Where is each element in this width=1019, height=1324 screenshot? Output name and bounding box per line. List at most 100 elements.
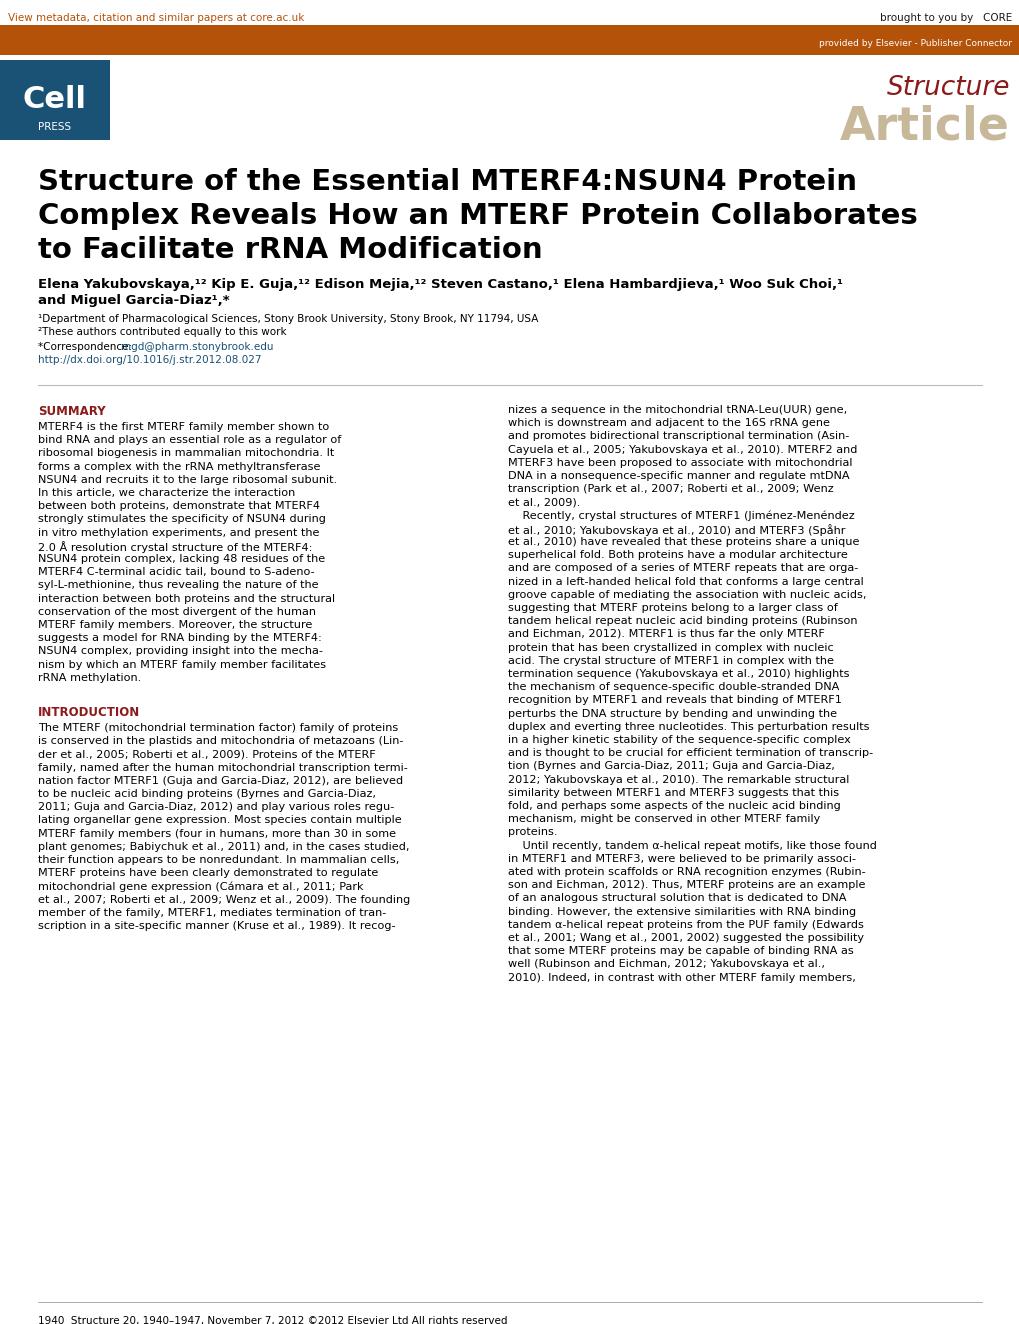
- Text: and promotes bidirectional transcriptional termination (Asin-: and promotes bidirectional transcription…: [507, 432, 849, 441]
- Text: 2010). Indeed, in contrast with other MTERF family members,: 2010). Indeed, in contrast with other MT…: [507, 973, 855, 982]
- Text: Until recently, tandem α-helical repeat motifs, like those found: Until recently, tandem α-helical repeat …: [507, 841, 876, 850]
- Text: recognition by MTERF1 and reveals that binding of MTERF1: recognition by MTERF1 and reveals that b…: [507, 695, 841, 706]
- Text: and Eichman, 2012). MTERF1 is thus far the only MTERF: and Eichman, 2012). MTERF1 is thus far t…: [507, 629, 824, 639]
- Text: member of the family, MTERF1, mediates termination of tran-: member of the family, MTERF1, mediates t…: [38, 908, 386, 918]
- Text: ribosomal biogenesis in mammalian mitochondria. It: ribosomal biogenesis in mammalian mitoch…: [38, 449, 334, 458]
- Text: well (Rubinson and Eichman, 2012; Yakubovskaya et al.,: well (Rubinson and Eichman, 2012; Yakubo…: [507, 960, 824, 969]
- Text: interaction between both proteins and the structural: interaction between both proteins and th…: [38, 593, 335, 604]
- Text: In this article, we characterize the interaction: In this article, we characterize the int…: [38, 489, 294, 498]
- Text: suggests a model for RNA binding by the MTERF4:: suggests a model for RNA binding by the …: [38, 633, 322, 643]
- Text: and are composed of a series of MTERF repeats that are orga-: and are composed of a series of MTERF re…: [507, 564, 857, 573]
- Bar: [0, 60, 110, 140]
- Text: Structure: Structure: [886, 75, 1009, 101]
- Text: which is downstream and adjacent to the 16S rRNA gene: which is downstream and adjacent to the …: [507, 418, 829, 428]
- Text: Structure of the Essential MTERF4:NSUN4 Protein: Structure of the Essential MTERF4:NSUN4 …: [38, 168, 856, 196]
- Text: 1940  Structure 20, 1940–1947, November 7, 2012 ©2012 Elsevier Ltd All rights re: 1940 Structure 20, 1940–1947, November 7…: [38, 1316, 507, 1324]
- Text: et al., 2007; Roberti et al., 2009; Wenz et al., 2009). The founding: et al., 2007; Roberti et al., 2009; Wenz…: [38, 895, 410, 904]
- Text: binding. However, the extensive similarities with RNA binding: binding. However, the extensive similari…: [507, 907, 855, 916]
- Text: *Correspondence:: *Correspondence:: [38, 342, 136, 352]
- Text: in a higher kinetic stability of the sequence-specific complex: in a higher kinetic stability of the seq…: [507, 735, 850, 745]
- Text: fold, and perhaps some aspects of the nucleic acid binding: fold, and perhaps some aspects of the nu…: [507, 801, 840, 812]
- Text: similarity between MTERF1 and MTERF3 suggests that this: similarity between MTERF1 and MTERF3 sug…: [507, 788, 839, 798]
- Text: in MTERF1 and MTERF3, were believed to be primarily associ-: in MTERF1 and MTERF3, were believed to b…: [507, 854, 855, 863]
- Text: lating organellar gene expression. Most species contain multiple: lating organellar gene expression. Most …: [38, 816, 401, 825]
- Text: suggesting that MTERF proteins belong to a larger class of: suggesting that MTERF proteins belong to…: [507, 602, 837, 613]
- Text: NSUN4 and recruits it to the large ribosomal subunit.: NSUN4 and recruits it to the large ribos…: [38, 475, 337, 485]
- Text: SUMMARY: SUMMARY: [38, 405, 106, 418]
- Text: scription in a site-specific manner (Kruse et al., 1989). It recog-: scription in a site-specific manner (Kru…: [38, 922, 395, 931]
- Text: acid. The crystal structure of MTERF1 in complex with the: acid. The crystal structure of MTERF1 in…: [507, 655, 834, 666]
- Text: syl-L-methionine, thus revealing the nature of the: syl-L-methionine, thus revealing the nat…: [38, 580, 318, 591]
- Text: to Facilitate rRNA Modification: to Facilitate rRNA Modification: [38, 236, 542, 263]
- Text: nism by which an MTERF family member facilitates: nism by which an MTERF family member fac…: [38, 659, 326, 670]
- Text: MTERF4 C-terminal acidic tail, bound to S-adeno-: MTERF4 C-terminal acidic tail, bound to …: [38, 567, 314, 577]
- Text: plant genomes; Babiychuk et al., 2011) and, in the cases studied,: plant genomes; Babiychuk et al., 2011) a…: [38, 842, 409, 851]
- Text: tandem α-helical repeat proteins from the PUF family (Edwards: tandem α-helical repeat proteins from th…: [507, 920, 863, 929]
- Text: The MTERF (mitochondrial termination factor) family of proteins: The MTERF (mitochondrial termination fac…: [38, 723, 397, 733]
- Text: PRESS: PRESS: [39, 122, 71, 132]
- Text: protein that has been crystallized in complex with nucleic: protein that has been crystallized in co…: [507, 642, 833, 653]
- Text: Elena Yakubovskaya,¹² Kip E. Guja,¹² Edison Mejia,¹² Steven Castano,¹ Elena Hamb: Elena Yakubovskaya,¹² Kip E. Guja,¹² Edi…: [38, 278, 842, 291]
- Text: termination sequence (Yakubovskaya et al., 2010) highlights: termination sequence (Yakubovskaya et al…: [507, 669, 849, 679]
- Text: and Miguel Garcia-Diaz¹,*: and Miguel Garcia-Diaz¹,*: [38, 294, 229, 307]
- Text: groove capable of mediating the association with nucleic acids,: groove capable of mediating the associat…: [507, 589, 866, 600]
- Text: mgd@pharm.stonybrook.edu: mgd@pharm.stonybrook.edu: [121, 342, 273, 352]
- Text: et al., 2001; Wang et al., 2001, 2002) suggested the possibility: et al., 2001; Wang et al., 2001, 2002) s…: [507, 933, 863, 943]
- Text: in vitro methylation experiments, and present the: in vitro methylation experiments, and pr…: [38, 527, 319, 538]
- Text: et al., 2010) have revealed that these proteins share a unique: et al., 2010) have revealed that these p…: [507, 538, 859, 547]
- Text: proteins.: proteins.: [507, 828, 557, 837]
- Text: NSUN4 protein complex, lacking 48 residues of the: NSUN4 protein complex, lacking 48 residu…: [38, 553, 325, 564]
- Text: Cell: Cell: [23, 86, 87, 114]
- Text: that some MTERF proteins may be capable of binding RNA as: that some MTERF proteins may be capable …: [507, 947, 853, 956]
- Text: Complex Reveals How an MTERF Protein Collaborates: Complex Reveals How an MTERF Protein Col…: [38, 203, 917, 230]
- Text: MTERF4 is the first MTERF family member shown to: MTERF4 is the first MTERF family member …: [38, 422, 329, 432]
- Text: DNA in a nonsequence-specific manner and regulate mtDNA: DNA in a nonsequence-specific manner and…: [507, 471, 849, 481]
- Text: http://dx.doi.org/10.1016/j.str.2012.08.027: http://dx.doi.org/10.1016/j.str.2012.08.…: [38, 355, 261, 365]
- Text: Article: Article: [840, 105, 1009, 150]
- Text: nized in a left-handed helical fold that conforms a large central: nized in a left-handed helical fold that…: [507, 576, 863, 587]
- Text: between both proteins, demonstrate that MTERF4: between both proteins, demonstrate that …: [38, 502, 320, 511]
- Text: Cayuela et al., 2005; Yakubovskaya et al., 2010). MTERF2 and: Cayuela et al., 2005; Yakubovskaya et al…: [507, 445, 857, 454]
- Text: nation factor MTERF1 (Guja and Garcia-Diaz, 2012), are believed: nation factor MTERF1 (Guja and Garcia-Di…: [38, 776, 403, 786]
- Text: tandem helical repeat nucleic acid binding proteins (Rubinson: tandem helical repeat nucleic acid bindi…: [507, 616, 857, 626]
- Text: and is thought to be crucial for efficient termination of transcrip-: and is thought to be crucial for efficie…: [507, 748, 872, 759]
- Text: et al., 2009).: et al., 2009).: [507, 498, 580, 507]
- Text: to be nucleic acid binding proteins (Byrnes and Garcia-Diaz,: to be nucleic acid binding proteins (Byr…: [38, 789, 376, 798]
- Text: MTERF3 have been proposed to associate with mitochondrial: MTERF3 have been proposed to associate w…: [507, 458, 852, 467]
- Text: Recently, crystal structures of MTERF1 (Jiménez-Menéndez: Recently, crystal structures of MTERF1 (…: [507, 511, 854, 522]
- Text: ated with protein scaffolds or RNA recognition enzymes (Rubin-: ated with protein scaffolds or RNA recog…: [507, 867, 865, 876]
- Text: ²These authors contributed equally to this work: ²These authors contributed equally to th…: [38, 327, 286, 338]
- Text: bind RNA and plays an essential role as a regulator of: bind RNA and plays an essential role as …: [38, 436, 341, 445]
- Text: is conserved in the plastids and mitochondria of metazoans (Lin-: is conserved in the plastids and mitocho…: [38, 736, 403, 747]
- Text: rRNA methylation.: rRNA methylation.: [38, 673, 141, 683]
- Text: NSUN4 complex, providing insight into the mecha-: NSUN4 complex, providing insight into th…: [38, 646, 323, 657]
- Text: ¹Department of Pharmacological Sciences, Stony Brook University, Stony Brook, NY: ¹Department of Pharmacological Sciences,…: [38, 314, 538, 324]
- Text: MTERF proteins have been clearly demonstrated to regulate: MTERF proteins have been clearly demonst…: [38, 869, 378, 878]
- Text: 2012; Yakubovskaya et al., 2010). The remarkable structural: 2012; Yakubovskaya et al., 2010). The re…: [507, 775, 849, 785]
- Text: provided by Elsevier - Publisher Connector: provided by Elsevier - Publisher Connect…: [818, 38, 1011, 48]
- Text: of an analogous structural solution that is dedicated to DNA: of an analogous structural solution that…: [507, 894, 846, 903]
- Text: der et al., 2005; Roberti et al., 2009). Proteins of the MTERF: der et al., 2005; Roberti et al., 2009).…: [38, 749, 375, 760]
- Text: brought to you by   CORE: brought to you by CORE: [878, 13, 1011, 23]
- Text: 2011; Guja and Garcia-Diaz, 2012) and play various roles regu-: 2011; Guja and Garcia-Diaz, 2012) and pl…: [38, 802, 394, 812]
- Text: conservation of the most divergent of the human: conservation of the most divergent of th…: [38, 606, 316, 617]
- Text: perturbs the DNA structure by bending and unwinding the: perturbs the DNA structure by bending an…: [507, 708, 837, 719]
- Text: forms a complex with the rRNA methyltransferase: forms a complex with the rRNA methyltran…: [38, 462, 320, 471]
- Text: superhelical fold. Both proteins have a modular architecture: superhelical fold. Both proteins have a …: [507, 551, 847, 560]
- Text: 2.0 Å resolution crystal structure of the MTERF4:: 2.0 Å resolution crystal structure of th…: [38, 540, 312, 552]
- Text: mechanism, might be conserved in other MTERF family: mechanism, might be conserved in other M…: [507, 814, 819, 825]
- Text: tion (Byrnes and Garcia-Diaz, 2011; Guja and Garcia-Diaz,: tion (Byrnes and Garcia-Diaz, 2011; Guja…: [507, 761, 835, 772]
- Text: MTERF family members. Moreover, the structure: MTERF family members. Moreover, the stru…: [38, 620, 312, 630]
- Text: strongly stimulates the specificity of NSUN4 during: strongly stimulates the specificity of N…: [38, 515, 325, 524]
- Text: their function appears to be nonredundant. In mammalian cells,: their function appears to be nonredundan…: [38, 855, 399, 865]
- Text: the mechanism of sequence-specific double-stranded DNA: the mechanism of sequence-specific doubl…: [507, 682, 839, 692]
- Bar: [0, 25, 1019, 56]
- Text: et al., 2010; Yakubovskaya et al., 2010) and MTERF3 (Spåhr: et al., 2010; Yakubovskaya et al., 2010)…: [507, 524, 845, 536]
- Text: transcription (Park et al., 2007; Roberti et al., 2009; Wenz: transcription (Park et al., 2007; Robert…: [507, 485, 833, 494]
- Text: nizes a sequence in the mitochondrial tRNA-Leu(UUR) gene,: nizes a sequence in the mitochondrial tR…: [507, 405, 847, 414]
- Text: MTERF family members (four in humans, more than 30 in some: MTERF family members (four in humans, mo…: [38, 829, 395, 838]
- Text: View metadata, citation and similar papers at core.ac.uk: View metadata, citation and similar pape…: [8, 13, 304, 23]
- Text: mitochondrial gene expression (Cámara et al., 2011; Park: mitochondrial gene expression (Cámara et…: [38, 882, 363, 892]
- Text: family, named after the human mitochondrial transcription termi-: family, named after the human mitochondr…: [38, 763, 408, 773]
- Text: duplex and everting three nucleotides. This perturbation results: duplex and everting three nucleotides. T…: [507, 722, 868, 732]
